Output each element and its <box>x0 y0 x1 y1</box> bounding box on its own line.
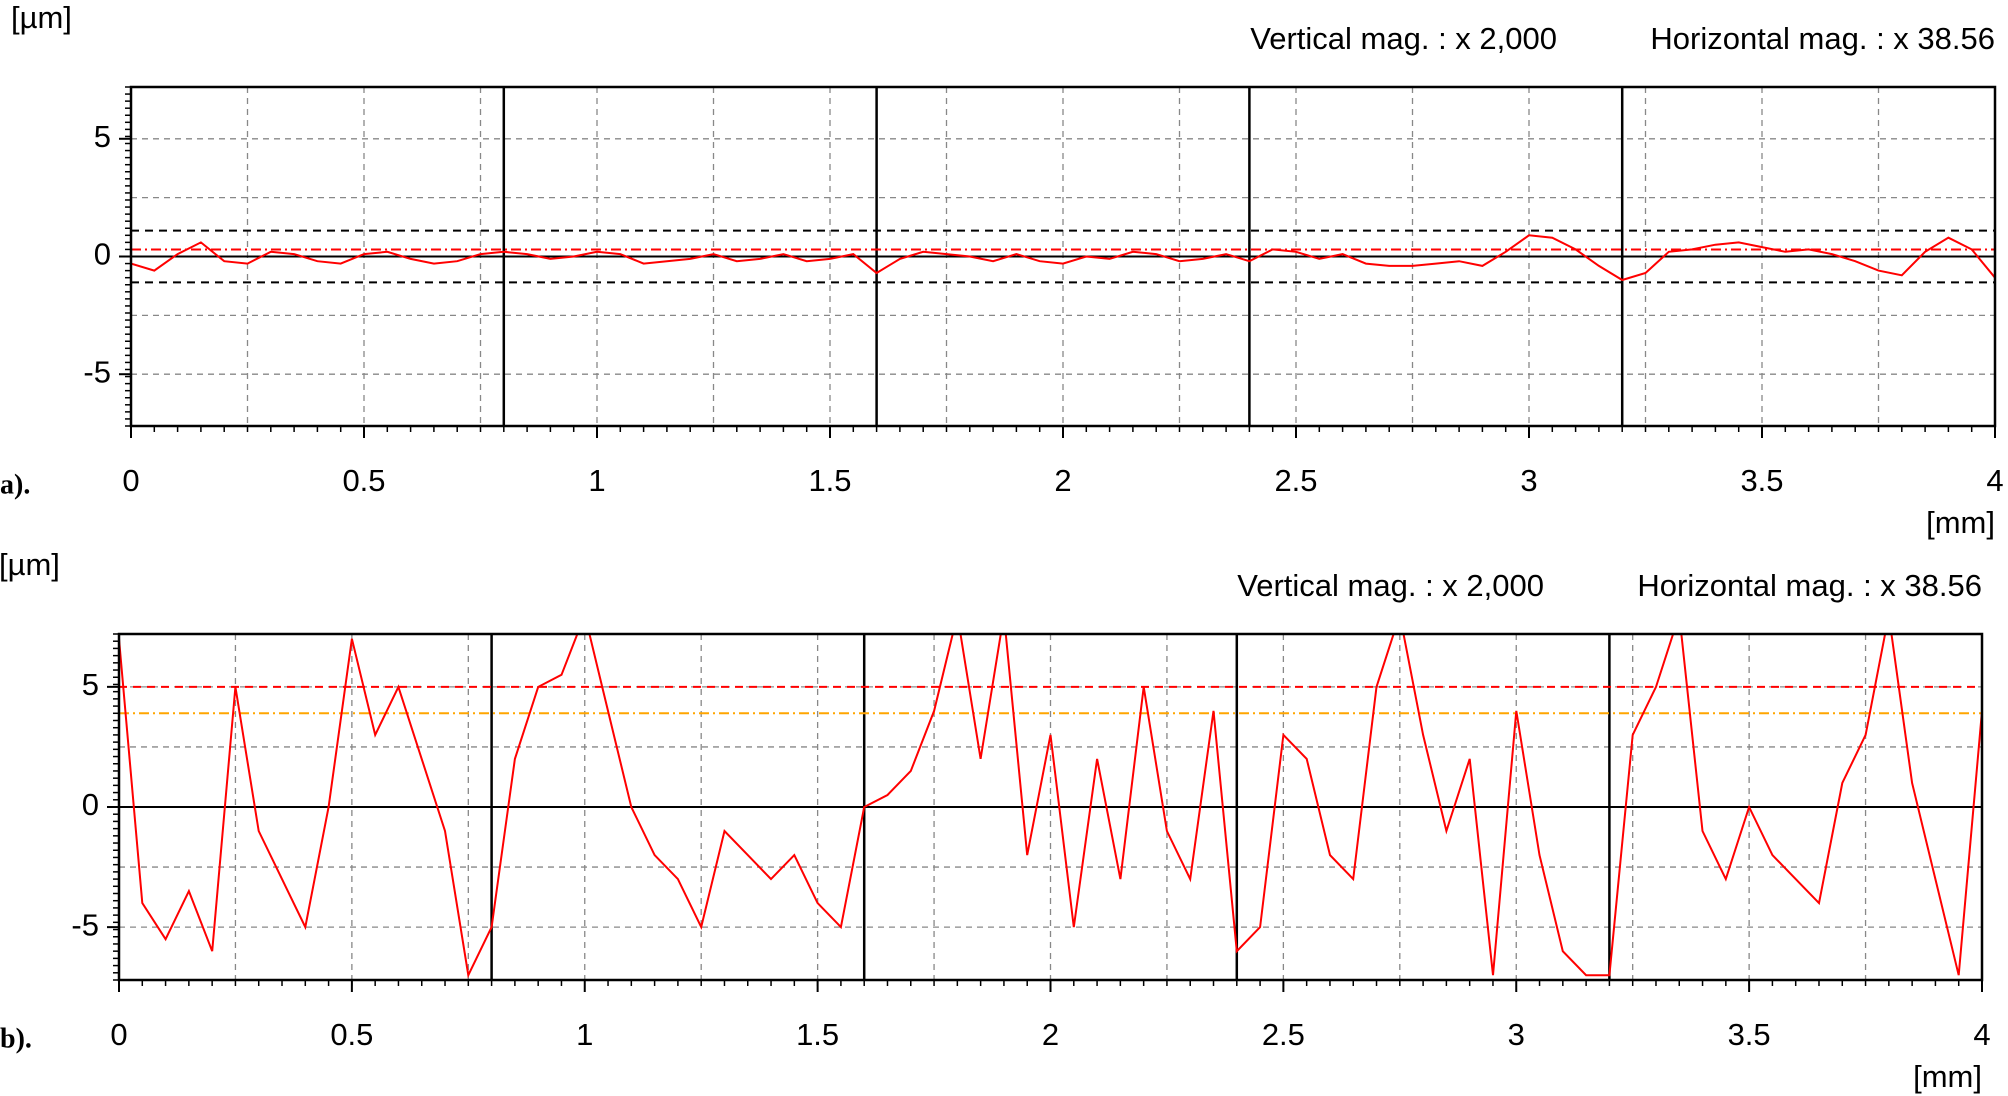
y-unit-label: [µm] <box>0 547 60 582</box>
x-tick-label: 2 <box>1042 1017 1059 1052</box>
plot-frame <box>129 85 1997 428</box>
y-tick-label: -5 <box>71 907 99 942</box>
x-tick-label: 1.5 <box>808 463 851 498</box>
y-tick-label: 5 <box>94 119 111 154</box>
profile-chart: [µm] [mm] a). Vertical mag. : x 2,000 Horizo… <box>0 0 2004 540</box>
profile-line <box>119 634 1982 979</box>
x-tick-label: 3 <box>1520 463 1537 498</box>
x-tick-label: 3.5 <box>1740 463 1783 498</box>
profile-line <box>131 234 1995 282</box>
x-tick-label: 0 <box>110 1017 127 1052</box>
x-unit-label: [mm] <box>1913 1059 1982 1094</box>
x-tick-label: 3.5 <box>1728 1017 1771 1052</box>
y-unit-label: [µm] <box>11 0 72 35</box>
profile-chart: [µm] [mm] b). Vertical mag. : x 2,000 Horizo… <box>0 547 1991 1094</box>
x-tick-label: 0.5 <box>330 1017 373 1052</box>
plot-frame <box>117 632 1984 982</box>
x-tick-label: 1 <box>576 1017 593 1052</box>
x-tick-label: 4 <box>1973 1017 1990 1052</box>
x-tick-label: 4 <box>1986 463 2003 498</box>
horizontal-mag: Horizontal mag. : x 38.56 <box>1637 568 1982 603</box>
y-tick-label: -5 <box>83 354 111 389</box>
x-tick-label: 0 <box>122 463 139 498</box>
panel-label: a). <box>0 469 30 500</box>
y-tick-label: 0 <box>94 237 111 272</box>
y-tick-label: 5 <box>82 667 99 702</box>
vertical-mag: Vertical mag. : x 2,000 <box>1237 568 1544 603</box>
x-tick-label: 1.5 <box>796 1017 839 1052</box>
vertical-mag: Vertical mag. : x 2,000 <box>1250 21 1557 56</box>
x-tick-label: 0.5 <box>342 463 385 498</box>
x-tick-label: 2.5 <box>1274 463 1317 498</box>
x-tick-label: 2.5 <box>1262 1017 1305 1052</box>
horizontal-mag: Horizontal mag. : x 38.56 <box>1650 21 1995 56</box>
x-tick-label: 3 <box>1508 1017 1525 1052</box>
x-unit-label: [mm] <box>1926 505 1995 540</box>
panel-label: b). <box>0 1023 32 1054</box>
y-tick-label: 0 <box>82 787 99 822</box>
x-tick-label: 2 <box>1054 463 1071 498</box>
x-tick-label: 1 <box>588 463 605 498</box>
